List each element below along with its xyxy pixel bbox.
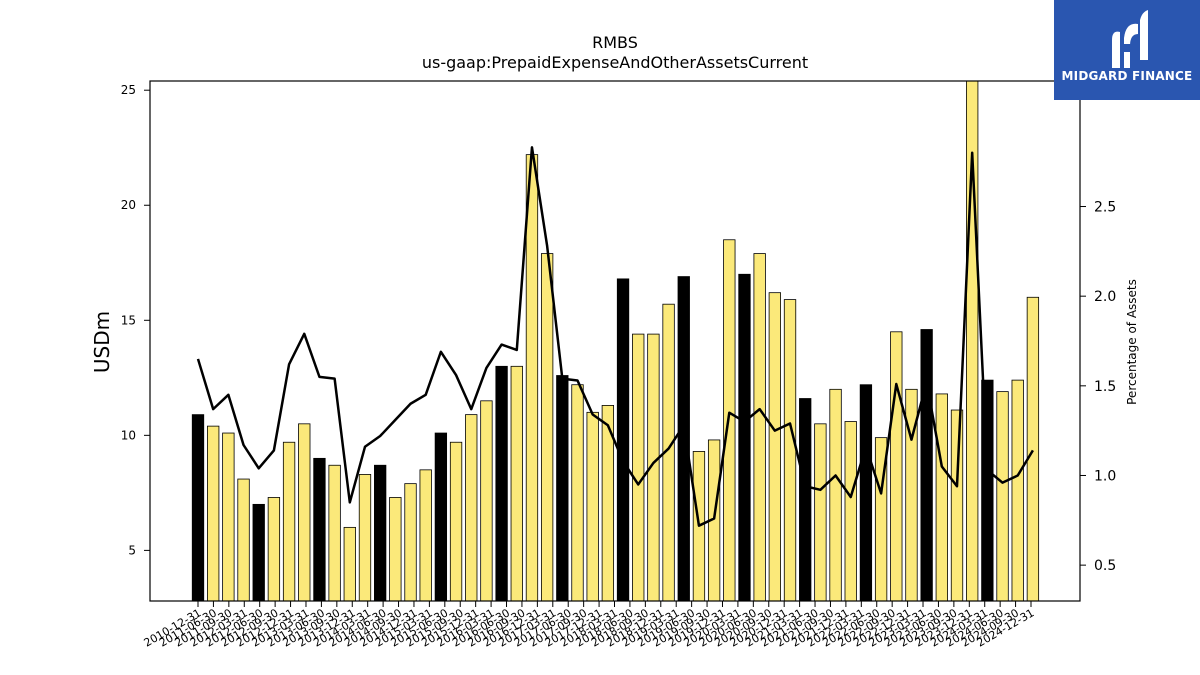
bar [935,393,948,602]
bar [738,273,751,602]
bar [358,474,372,602]
y2-tick-label: 0.5 [1094,558,1116,574]
bar [799,398,812,602]
y-tick-label: 25 [121,83,136,97]
bar [313,457,326,602]
bar [343,526,356,602]
y-tick-label: 15 [121,313,136,327]
bars-layer [191,80,1040,602]
bar [449,441,463,602]
y-axis-left: 5 10 15 20 25 [121,83,150,557]
bar [814,423,827,602]
bar [434,432,448,602]
bar [1026,296,1040,602]
bar [571,384,584,602]
bar [374,464,387,602]
bar [298,423,311,602]
bar [480,400,493,602]
bar [282,441,296,602]
bar [616,278,630,602]
bar [267,497,281,602]
logo-mark-icon [1112,10,1148,68]
bar [495,365,508,602]
bar [981,379,994,602]
bar [1011,379,1024,602]
bar [890,331,903,602]
y-tick-label: 10 [121,428,136,442]
bar [252,503,265,602]
chart-subtitle: us-gaap:PrepaidExpenseAndOtherAssetsCurr… [422,53,808,72]
chart-title: RMBS [592,33,638,52]
bar [465,414,478,602]
bar [632,333,645,602]
y2-tick-label: 2.5 [1094,200,1116,216]
bar [996,391,1009,602]
bar [829,388,842,602]
y2-axis-label: Percentage of Assets [1125,279,1139,405]
bar [540,253,554,602]
y2-tick-label: 2.0 [1094,289,1116,305]
bar [510,365,523,602]
bar [783,299,797,602]
bar [389,497,402,602]
series-line-percentage [196,146,1034,527]
y-tick-label: 5 [128,543,136,557]
brand-name: MIDGARD FINANCE [1061,69,1193,83]
bar [207,425,220,602]
brand-logo: MIDGARD FINANCE [1054,0,1200,100]
bar [328,464,341,602]
bar [404,483,417,602]
bar [753,253,766,602]
bar [677,276,690,602]
bar [844,421,857,602]
bar [950,409,964,602]
bar [525,154,539,602]
bar [586,411,599,602]
bar [237,478,250,602]
bar [556,375,569,602]
bar [920,329,933,602]
y-axis-label: USDm [90,311,114,373]
bar [859,384,873,602]
y2-tick-label: 1.0 [1094,468,1116,484]
bar [222,432,235,602]
y-tick-label: 20 [121,198,136,212]
x-axis: 2010-12-312011-06-302011-09-302012-03-31… [142,601,1037,650]
y2-tick-label: 1.5 [1094,379,1116,395]
line-layer [196,146,1034,527]
bar [419,469,432,602]
y-axis-right: 0.5 1.0 1.5 2.0 2.5 [1080,200,1116,574]
bar [768,292,781,602]
bar [191,414,205,602]
